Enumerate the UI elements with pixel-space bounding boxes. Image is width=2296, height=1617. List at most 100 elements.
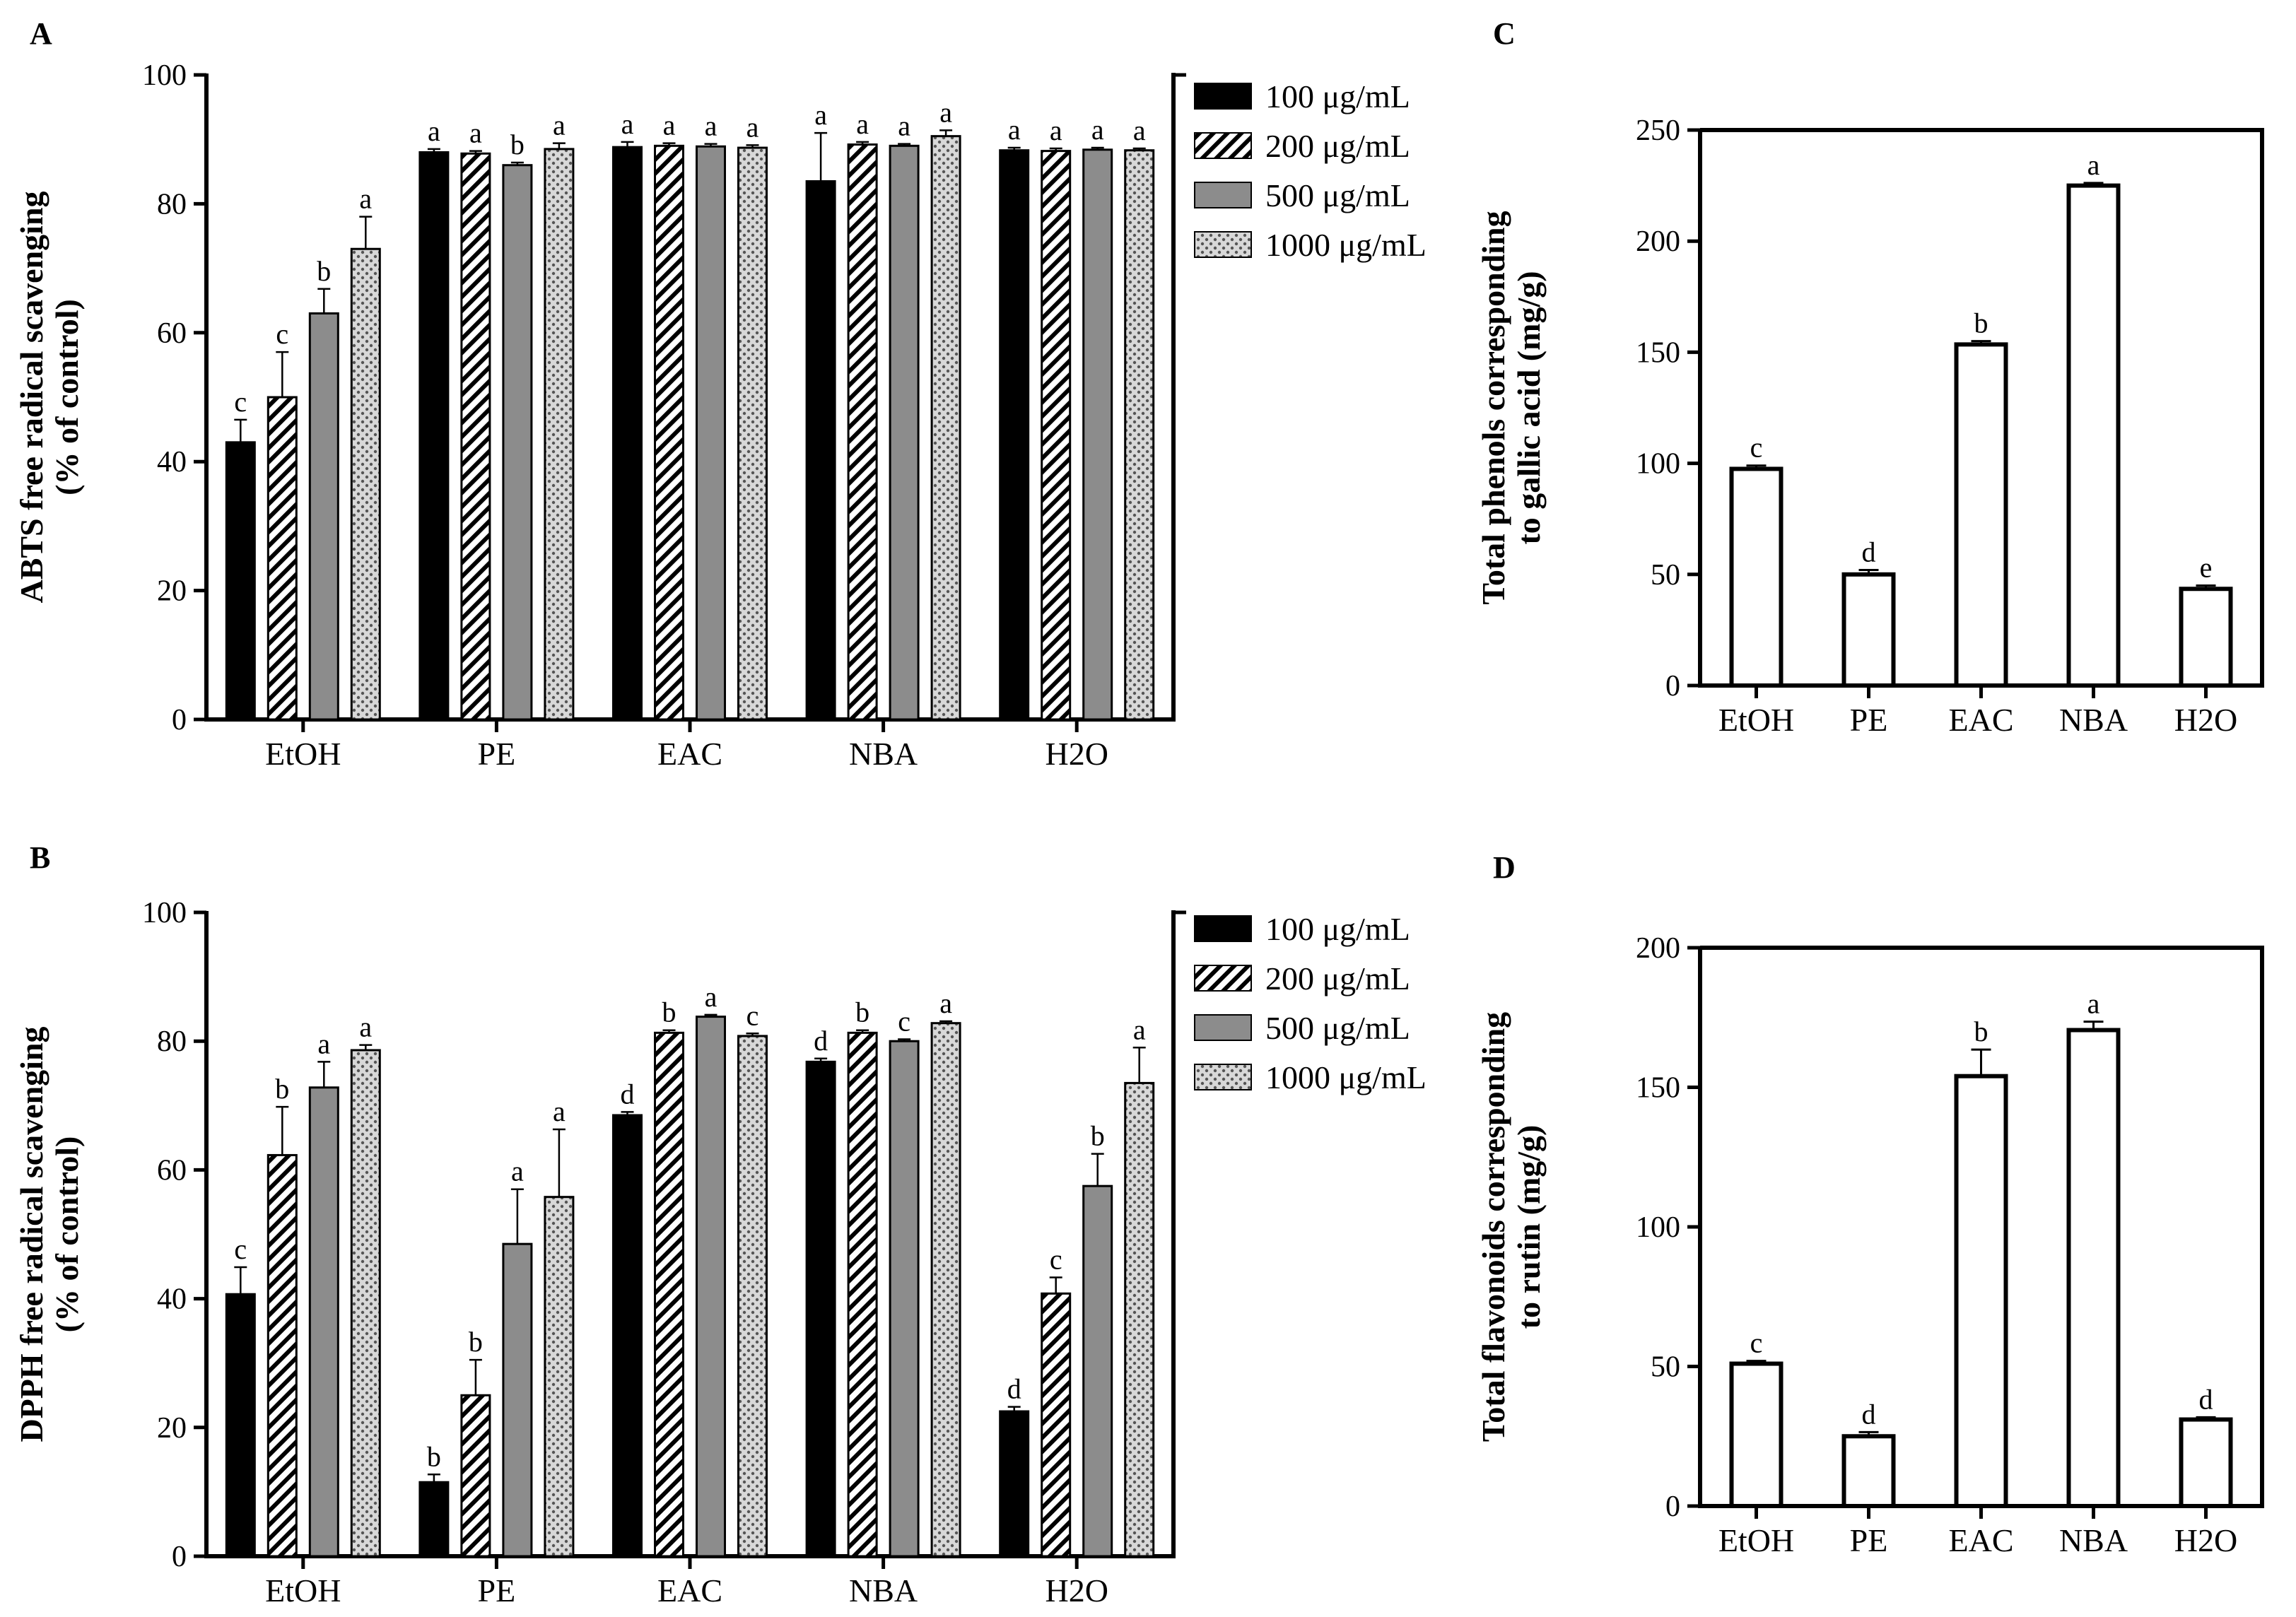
bar-b (225, 1293, 256, 1558)
bar-d (1729, 1361, 1784, 1509)
x-tick-label-a: EtOH (265, 736, 341, 772)
bar-b (308, 1086, 339, 1558)
significance-letter-c: d (1862, 536, 1876, 568)
y-axis-label-c: to gallic acid (mg/g) (1511, 271, 1547, 544)
bar-a (544, 148, 575, 721)
panel-label-b: B (30, 840, 50, 875)
significance-letter-a: a (553, 110, 566, 141)
chart-panel-c: 0 50 100 150 200 250 Total phenols correspondi… (1475, 114, 2264, 738)
significance-letter-c: b (1974, 307, 1988, 339)
significance-letter-b: a (511, 1156, 524, 1187)
bar-c (1729, 466, 1784, 688)
y-axis-label-b: DPPH free radical scavenging (13, 1026, 49, 1442)
bar-a (266, 396, 298, 721)
legend-b: 100 μg/mL 200 μg/mL 500 μg/mL 1000 μg/mL (1194, 911, 1427, 1095)
bar-b (350, 1049, 381, 1558)
bar-b (612, 1114, 643, 1558)
bar-b (654, 1031, 684, 1558)
significance-letter-a: a (939, 96, 952, 128)
chart-panel-d: 0 50 100 150 200 Total flavonoids correspondi… (1475, 932, 2264, 1558)
significance-letter-b: c (234, 1233, 247, 1265)
bar-b (930, 1022, 961, 1558)
y-tick-label-b: 80 (157, 1025, 187, 1058)
significance-letter-d: a (2087, 988, 2100, 1020)
significance-letter-b: d (621, 1078, 635, 1110)
y-axis-label-a: ABTS free radical scavenging (13, 191, 49, 603)
y-axis-label-d: to rutin (mg/g) (1511, 1125, 1547, 1329)
y-tick-label-d: 100 (1636, 1211, 1680, 1244)
significance-letter-b: d (814, 1025, 828, 1057)
significance-letter-b: b (1091, 1120, 1105, 1152)
significance-letter-a: a (1133, 114, 1146, 146)
significance-letter-d: c (1750, 1327, 1763, 1359)
y-tick-label-c: 200 (1636, 225, 1680, 258)
bar-a (737, 146, 768, 721)
bar-b (696, 1016, 726, 1558)
significance-letter-a: a (469, 117, 482, 149)
x-tick-label-d: H2O (2174, 1522, 2237, 1558)
legend-label: 1000 μg/mL (1265, 1059, 1427, 1095)
significance-letter-c: e (2200, 552, 2213, 584)
bar-a (612, 146, 643, 721)
legend-a: 100 μg/mL 200 μg/mL 500 μg/mL 1000 μg/mL (1194, 78, 1427, 263)
legend-swatch (1194, 965, 1252, 992)
bar-b (1082, 1184, 1113, 1558)
bar-b (460, 1394, 491, 1558)
significance-letter-a: b (317, 255, 331, 287)
y-axis-label-b: (% of control) (49, 1136, 85, 1333)
y-tick-label-b: 100 (142, 897, 187, 929)
bar-b (544, 1196, 575, 1558)
bar-d (1954, 1074, 2008, 1508)
significance-letter-b: a (553, 1095, 566, 1127)
x-tick-label-d: EtOH (1718, 1522, 1794, 1558)
bar-c (1841, 572, 1896, 688)
y-tick-label-c: 0 (1665, 670, 1680, 702)
significance-letter-b: a (939, 987, 952, 1019)
y-tick-label-c: 100 (1636, 448, 1680, 481)
bar-a (1124, 149, 1155, 721)
bar-a (654, 144, 684, 721)
bar-c (2179, 587, 2233, 688)
legend-swatch (1194, 182, 1252, 208)
y-tick-label-c: 150 (1636, 336, 1680, 369)
legend-label: 200 μg/mL (1265, 128, 1410, 164)
bar-b (1124, 1081, 1155, 1558)
chart-panel-a: 0 20 40 60 80 100 ABTS free radical scavenging… (13, 59, 1186, 772)
legend-label: 100 μg/mL (1265, 78, 1410, 114)
significance-letter-c: a (2087, 149, 2100, 181)
bar-a (418, 151, 450, 721)
x-tick-label-a: H2O (1045, 736, 1108, 772)
y-tick-label-b: 40 (157, 1283, 187, 1316)
significance-letter-a: a (1050, 114, 1062, 146)
x-tick-label-b: EAC (657, 1572, 722, 1609)
significance-letter-a: b (510, 129, 525, 160)
x-tick-label-d: PE (1850, 1522, 1888, 1558)
significance-letter-b: b (469, 1326, 483, 1358)
x-tick-label-b: H2O (1045, 1572, 1108, 1609)
bar-a (1082, 148, 1113, 721)
legend-swatch (1194, 231, 1252, 258)
legend-swatch (1194, 83, 1252, 110)
bar-a (350, 247, 381, 721)
x-tick-label-c: EtOH (1718, 702, 1794, 738)
y-tick-label-a: 80 (157, 188, 187, 220)
y-tick-label-d: 150 (1636, 1072, 1680, 1105)
bar-b (805, 1060, 836, 1558)
y-tick-label-b: 20 (157, 1412, 187, 1445)
y-tick-label-d: 0 (1665, 1490, 1680, 1523)
y-axis-label-d: Total flavonoids corresponding (1475, 1012, 1511, 1442)
significance-letter-a: c (234, 386, 247, 418)
y-tick-label-c: 50 (1651, 559, 1680, 592)
legend-swatch (1194, 1064, 1252, 1090)
bar-a (889, 144, 920, 721)
bar-c (1954, 342, 2008, 688)
bar-b (889, 1040, 920, 1558)
x-tick-label-d: NBA (2059, 1522, 2128, 1558)
bar-b (266, 1153, 298, 1558)
significance-letter-a: c (276, 318, 288, 350)
significance-letter-b: a (1133, 1013, 1146, 1045)
significance-letter-b: c (898, 1005, 910, 1037)
bar-b (737, 1035, 768, 1558)
y-tick-label-d: 50 (1651, 1351, 1680, 1384)
